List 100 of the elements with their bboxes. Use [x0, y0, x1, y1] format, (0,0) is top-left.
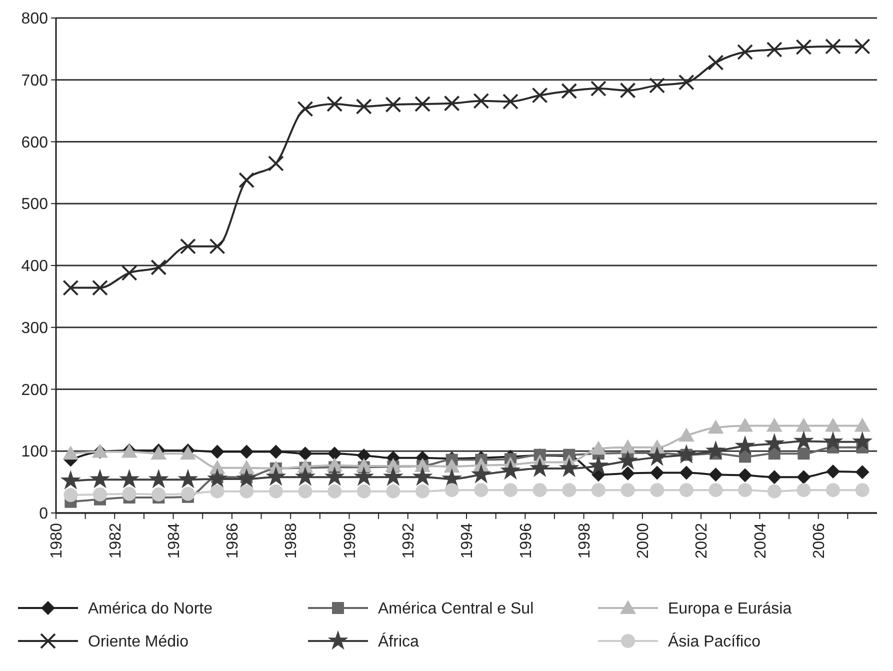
point [766, 42, 782, 58]
point [178, 468, 198, 488]
point [60, 470, 81, 490]
x-tick-label: 2002 [694, 522, 711, 559]
point [210, 484, 224, 498]
point [822, 431, 844, 451]
point [326, 96, 343, 112]
point [148, 468, 169, 488]
point [150, 259, 167, 276]
y-tick-label: 200 [21, 382, 48, 399]
point [414, 96, 431, 112]
point [240, 484, 254, 498]
point [738, 468, 752, 482]
point [92, 487, 107, 502]
point [416, 484, 430, 498]
point [62, 446, 79, 460]
x-tick-label: 1984 [166, 522, 183, 559]
point [64, 488, 78, 502]
point [382, 466, 404, 486]
point [268, 444, 283, 459]
point [62, 280, 79, 296]
legend-label: Ásia Pacífico [668, 632, 761, 651]
point [767, 470, 782, 484]
point [678, 74, 694, 90]
point [796, 470, 811, 484]
point [385, 458, 402, 472]
point [620, 483, 635, 498]
x-tick-label: 1986 [224, 522, 242, 559]
point [294, 466, 316, 486]
y-tick-label: 100 [21, 444, 48, 461]
point [356, 98, 372, 114]
point [92, 280, 108, 296]
x-tick-label: 1998 [576, 522, 594, 559]
point [826, 464, 840, 479]
point [209, 238, 226, 254]
point [444, 95, 460, 112]
point [649, 77, 666, 94]
point [796, 483, 811, 498]
point [385, 96, 402, 113]
point [766, 418, 782, 432]
point [444, 458, 460, 473]
legend-label: África [378, 632, 419, 651]
point [209, 460, 226, 474]
point [298, 484, 312, 498]
point [238, 460, 255, 474]
y-tick-label: 600 [21, 134, 48, 152]
point [588, 455, 609, 475]
point [180, 486, 195, 501]
x-tick-label: 1992 [400, 522, 418, 559]
x-tick-label: 1980 [48, 522, 66, 559]
point [855, 465, 870, 480]
y-tick-label: 400 [21, 258, 48, 276]
point [90, 468, 110, 488]
point [238, 172, 255, 188]
point [738, 483, 752, 498]
point [532, 87, 548, 104]
point [236, 468, 257, 488]
point [798, 448, 810, 460]
point [412, 466, 433, 486]
point [708, 483, 723, 498]
point [678, 428, 694, 442]
point [328, 446, 342, 461]
point [767, 484, 782, 498]
point [650, 483, 664, 498]
point [473, 92, 490, 109]
point [737, 418, 754, 432]
point [503, 483, 518, 498]
point [326, 457, 343, 472]
point [618, 450, 638, 470]
point [679, 483, 694, 498]
point [324, 466, 345, 486]
x-tick-label: 1988 [283, 522, 300, 559]
point [356, 484, 371, 498]
point [793, 430, 814, 450]
point [268, 484, 283, 498]
point [561, 83, 578, 100]
point [620, 439, 636, 454]
legend-label: Oriente Médio [88, 634, 189, 651]
legend-label: América do Norte [88, 600, 213, 618]
point [444, 483, 459, 498]
point [558, 458, 580, 478]
point [826, 483, 840, 498]
point [796, 418, 812, 432]
point [119, 468, 140, 488]
legend-label: América Central e Sul [378, 600, 534, 618]
point [620, 82, 636, 98]
y-tick-label: 800 [21, 10, 48, 28]
point [532, 483, 547, 498]
point [646, 446, 668, 466]
point [737, 44, 754, 60]
point [502, 94, 518, 110]
x-tick-label: 2004 [752, 522, 770, 559]
point [825, 38, 842, 54]
point [297, 100, 314, 117]
point [122, 486, 136, 501]
point [356, 458, 372, 472]
point [708, 54, 724, 71]
point [210, 444, 224, 459]
point [764, 432, 785, 452]
x-tick-label: 1990 [342, 522, 359, 559]
